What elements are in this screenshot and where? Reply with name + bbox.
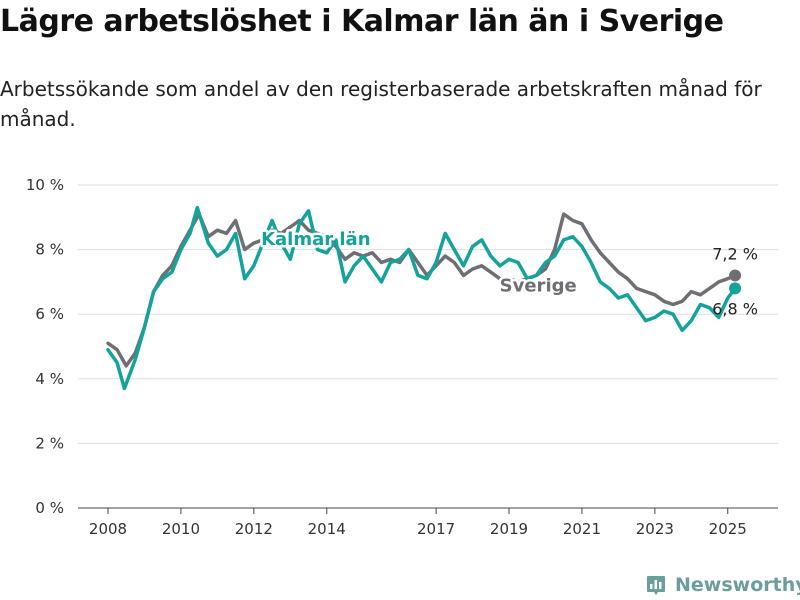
newsworthy-logo-icon [647,576,665,595]
brand-name: Newsworthy [675,574,800,596]
y-tick-label: 0 % [35,499,64,517]
chart-subtitle: Arbetssökande som andel av den registerb… [0,77,762,131]
series-label: Sverige [500,276,577,297]
y-tick-label: 6 % [35,305,64,323]
end-value-label: 6,8 % [712,299,758,318]
series-label: Kalmar län [261,229,370,250]
series-line-sverige [106,212,737,368]
y-tick-label: 10 % [26,176,64,194]
x-tick-label: 2010 [162,520,200,538]
y-tick-label: 4 % [35,370,64,388]
y-tick-label: 8 % [35,241,64,259]
chart-title: Lägre arbetslöshet i Kalmar län än i Sve… [0,4,724,39]
line-chart: 0 % 2 % 4 % 6 % 8 % 10 % 2008 2010 2012 2014 2017 2… [26,176,778,538]
newsworthy-logo: Newsworthy [645,570,800,600]
series-line-kalmar-l-n [106,205,737,391]
x-tick-label: 2023 [636,520,674,538]
end-value-label: 7,2 % [712,244,758,263]
end-point-marker [729,282,742,295]
x-tick-label: 2025 [709,520,747,538]
x-tick-label: 2021 [563,520,601,538]
x-tick-label: 2008 [89,520,127,538]
y-tick-label: 2 % [35,434,64,452]
end-point-marker [729,269,742,282]
x-tick-label: 2014 [308,520,346,538]
x-tick-label: 2019 [490,520,528,538]
x-tick-label: 2017 [417,520,455,538]
x-tick-label: 2012 [235,520,273,538]
